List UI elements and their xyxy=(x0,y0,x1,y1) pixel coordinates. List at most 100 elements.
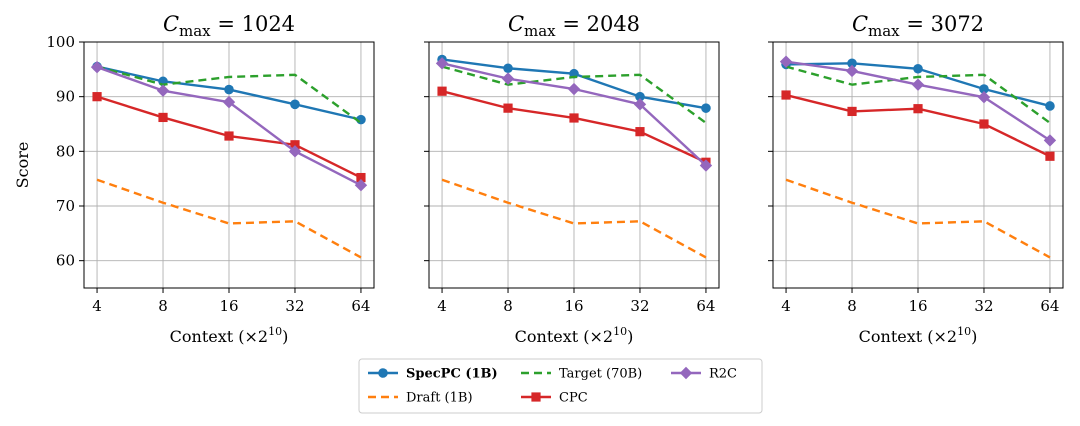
y-tick-label: 60 xyxy=(56,252,75,270)
legend-label-cpc: CPC xyxy=(559,391,588,406)
series-group xyxy=(435,54,713,259)
data-point-r2c xyxy=(435,57,449,70)
x-tick-label: 16 xyxy=(564,297,583,315)
x-axis-title: Context (×210) xyxy=(170,325,289,346)
panel-3: 4 8 16 32 64 Cmax = 3072 Context (×210) xyxy=(768,12,1064,346)
data-point-cpc xyxy=(437,86,447,96)
x-axis-title-exponent: 10 xyxy=(957,325,971,338)
legend-marker-specpc-1b xyxy=(378,368,388,378)
data-point-r2c xyxy=(567,82,581,96)
data-point-cpc xyxy=(979,119,989,129)
x-axis-title-exponent: 10 xyxy=(613,325,627,338)
x-axis-title-text: Context xyxy=(859,327,928,346)
panel-title-value: = 1024 xyxy=(211,12,295,36)
x-tick-label: 32 xyxy=(630,297,649,315)
x-tick-label: 32 xyxy=(974,297,993,315)
data-point-r2c xyxy=(90,60,104,74)
panel-title-subscript: max xyxy=(524,22,556,40)
panel-title-subscript: max xyxy=(868,22,900,40)
data-point-r2c xyxy=(977,91,991,104)
x-tick-label: 8 xyxy=(847,297,857,315)
data-point-r2c xyxy=(845,64,859,78)
data-point-cpc xyxy=(224,131,234,141)
data-point-specpc-1b xyxy=(290,99,300,110)
data-point-cpc xyxy=(92,92,102,102)
data-point-r2c xyxy=(288,145,302,158)
y-tick-label: 90 xyxy=(56,88,75,106)
x-tick-label: 4 xyxy=(92,297,102,315)
legend-marker-cpc xyxy=(531,392,541,402)
legend: SpecPC (1B) Draft (1B) Target (70B) CPC R2C xyxy=(358,358,763,414)
x-axis-title-text: Context xyxy=(515,327,584,346)
x-axis-title: Context (×210) xyxy=(515,325,634,346)
data-point-specpc-1b xyxy=(1045,101,1055,111)
y-axis-title: Score xyxy=(13,142,32,189)
series-line-draft-1b xyxy=(96,178,362,259)
data-point-specpc-1b xyxy=(701,103,711,113)
x-axis-title-close: ) xyxy=(627,327,633,346)
panels: 4 8 16 32 64 60 70 80 90 100 Cmax = 1024 Context (×… xyxy=(13,12,1064,346)
data-point-specpc-1b xyxy=(635,91,645,102)
data-point-r2c xyxy=(156,84,170,97)
x-axis-title-text: Context xyxy=(170,327,239,346)
panel-title: Cmax = 2048 xyxy=(508,12,640,40)
x-axis-title-exponent: 10 xyxy=(268,325,282,338)
data-point-cpc xyxy=(290,140,300,150)
series-line-draft-1b xyxy=(785,178,1051,259)
legend-label-draft-1b: Draft (1B) xyxy=(406,391,473,406)
x-axis-title-multiplier: (×2 xyxy=(927,327,957,346)
x-tick-label: 64 xyxy=(351,297,370,315)
x-tick-label: 16 xyxy=(219,297,238,315)
data-point-cpc xyxy=(913,104,923,114)
legend-items: SpecPC (1B) Draft (1B) Target (70B) CPC R2C xyxy=(368,367,737,406)
x-axis-title-close: ) xyxy=(282,327,288,346)
data-point-cpc xyxy=(847,106,857,117)
x-tick-label: 8 xyxy=(503,297,513,315)
panel-title-variable: C xyxy=(163,12,179,36)
panel-1: 4 8 16 32 64 60 70 80 90 100 Cmax = 1024 Context (×… xyxy=(46,12,375,346)
data-point-cpc xyxy=(1045,151,1055,161)
data-point-r2c xyxy=(354,179,368,192)
data-point-r2c xyxy=(699,159,713,172)
series-line-target-70b xyxy=(441,65,707,124)
x-tick-label: 64 xyxy=(1040,297,1059,315)
panel-title: Cmax = 1024 xyxy=(163,12,295,40)
data-point-r2c xyxy=(501,72,515,85)
data-point-specpc-1b xyxy=(503,63,513,74)
x-axis-title-multiplier: (×2 xyxy=(583,327,613,346)
legend-marker-r2c xyxy=(679,366,693,380)
series-group xyxy=(779,55,1057,259)
y-tick-label: 100 xyxy=(46,33,75,51)
data-point-r2c xyxy=(633,98,647,111)
panel-title-variable: C xyxy=(852,12,868,36)
series-group xyxy=(90,60,368,259)
data-point-cpc xyxy=(158,112,168,123)
data-point-specpc-1b xyxy=(913,63,923,74)
series-line-draft-1b xyxy=(441,178,707,259)
panel-title-variable: C xyxy=(508,12,524,36)
data-point-specpc-1b xyxy=(224,84,234,95)
panel-2: 4 8 16 32 64 Cmax = 2048 Context (×210) xyxy=(424,12,720,346)
legend-label-r2c: R2C xyxy=(709,367,737,382)
y-tick-label: 70 xyxy=(56,197,75,215)
data-point-specpc-1b xyxy=(979,84,989,94)
data-point-specpc-1b xyxy=(847,58,857,69)
data-point-r2c xyxy=(911,78,925,91)
data-point-cpc xyxy=(781,90,791,100)
data-point-cpc xyxy=(635,127,645,137)
grid xyxy=(429,41,719,288)
panel-title-value: = 3072 xyxy=(900,12,984,36)
x-tick-label: 4 xyxy=(437,297,447,315)
series-line-target-70b xyxy=(96,65,362,124)
x-tick-label: 8 xyxy=(158,297,168,315)
legend-label-target-70b: Target (70B) xyxy=(559,367,642,382)
legend-label-specpc-1b: SpecPC (1B) xyxy=(406,367,498,382)
panel-title-value: = 2048 xyxy=(556,12,640,36)
legend-frame xyxy=(358,358,763,414)
panel-title-subscript: max xyxy=(179,22,211,40)
x-axis-title-multiplier: (×2 xyxy=(238,327,268,346)
series-line-target-70b xyxy=(785,65,1051,124)
data-point-cpc xyxy=(356,172,366,183)
x-axis-title: Context (×210) xyxy=(859,325,978,346)
